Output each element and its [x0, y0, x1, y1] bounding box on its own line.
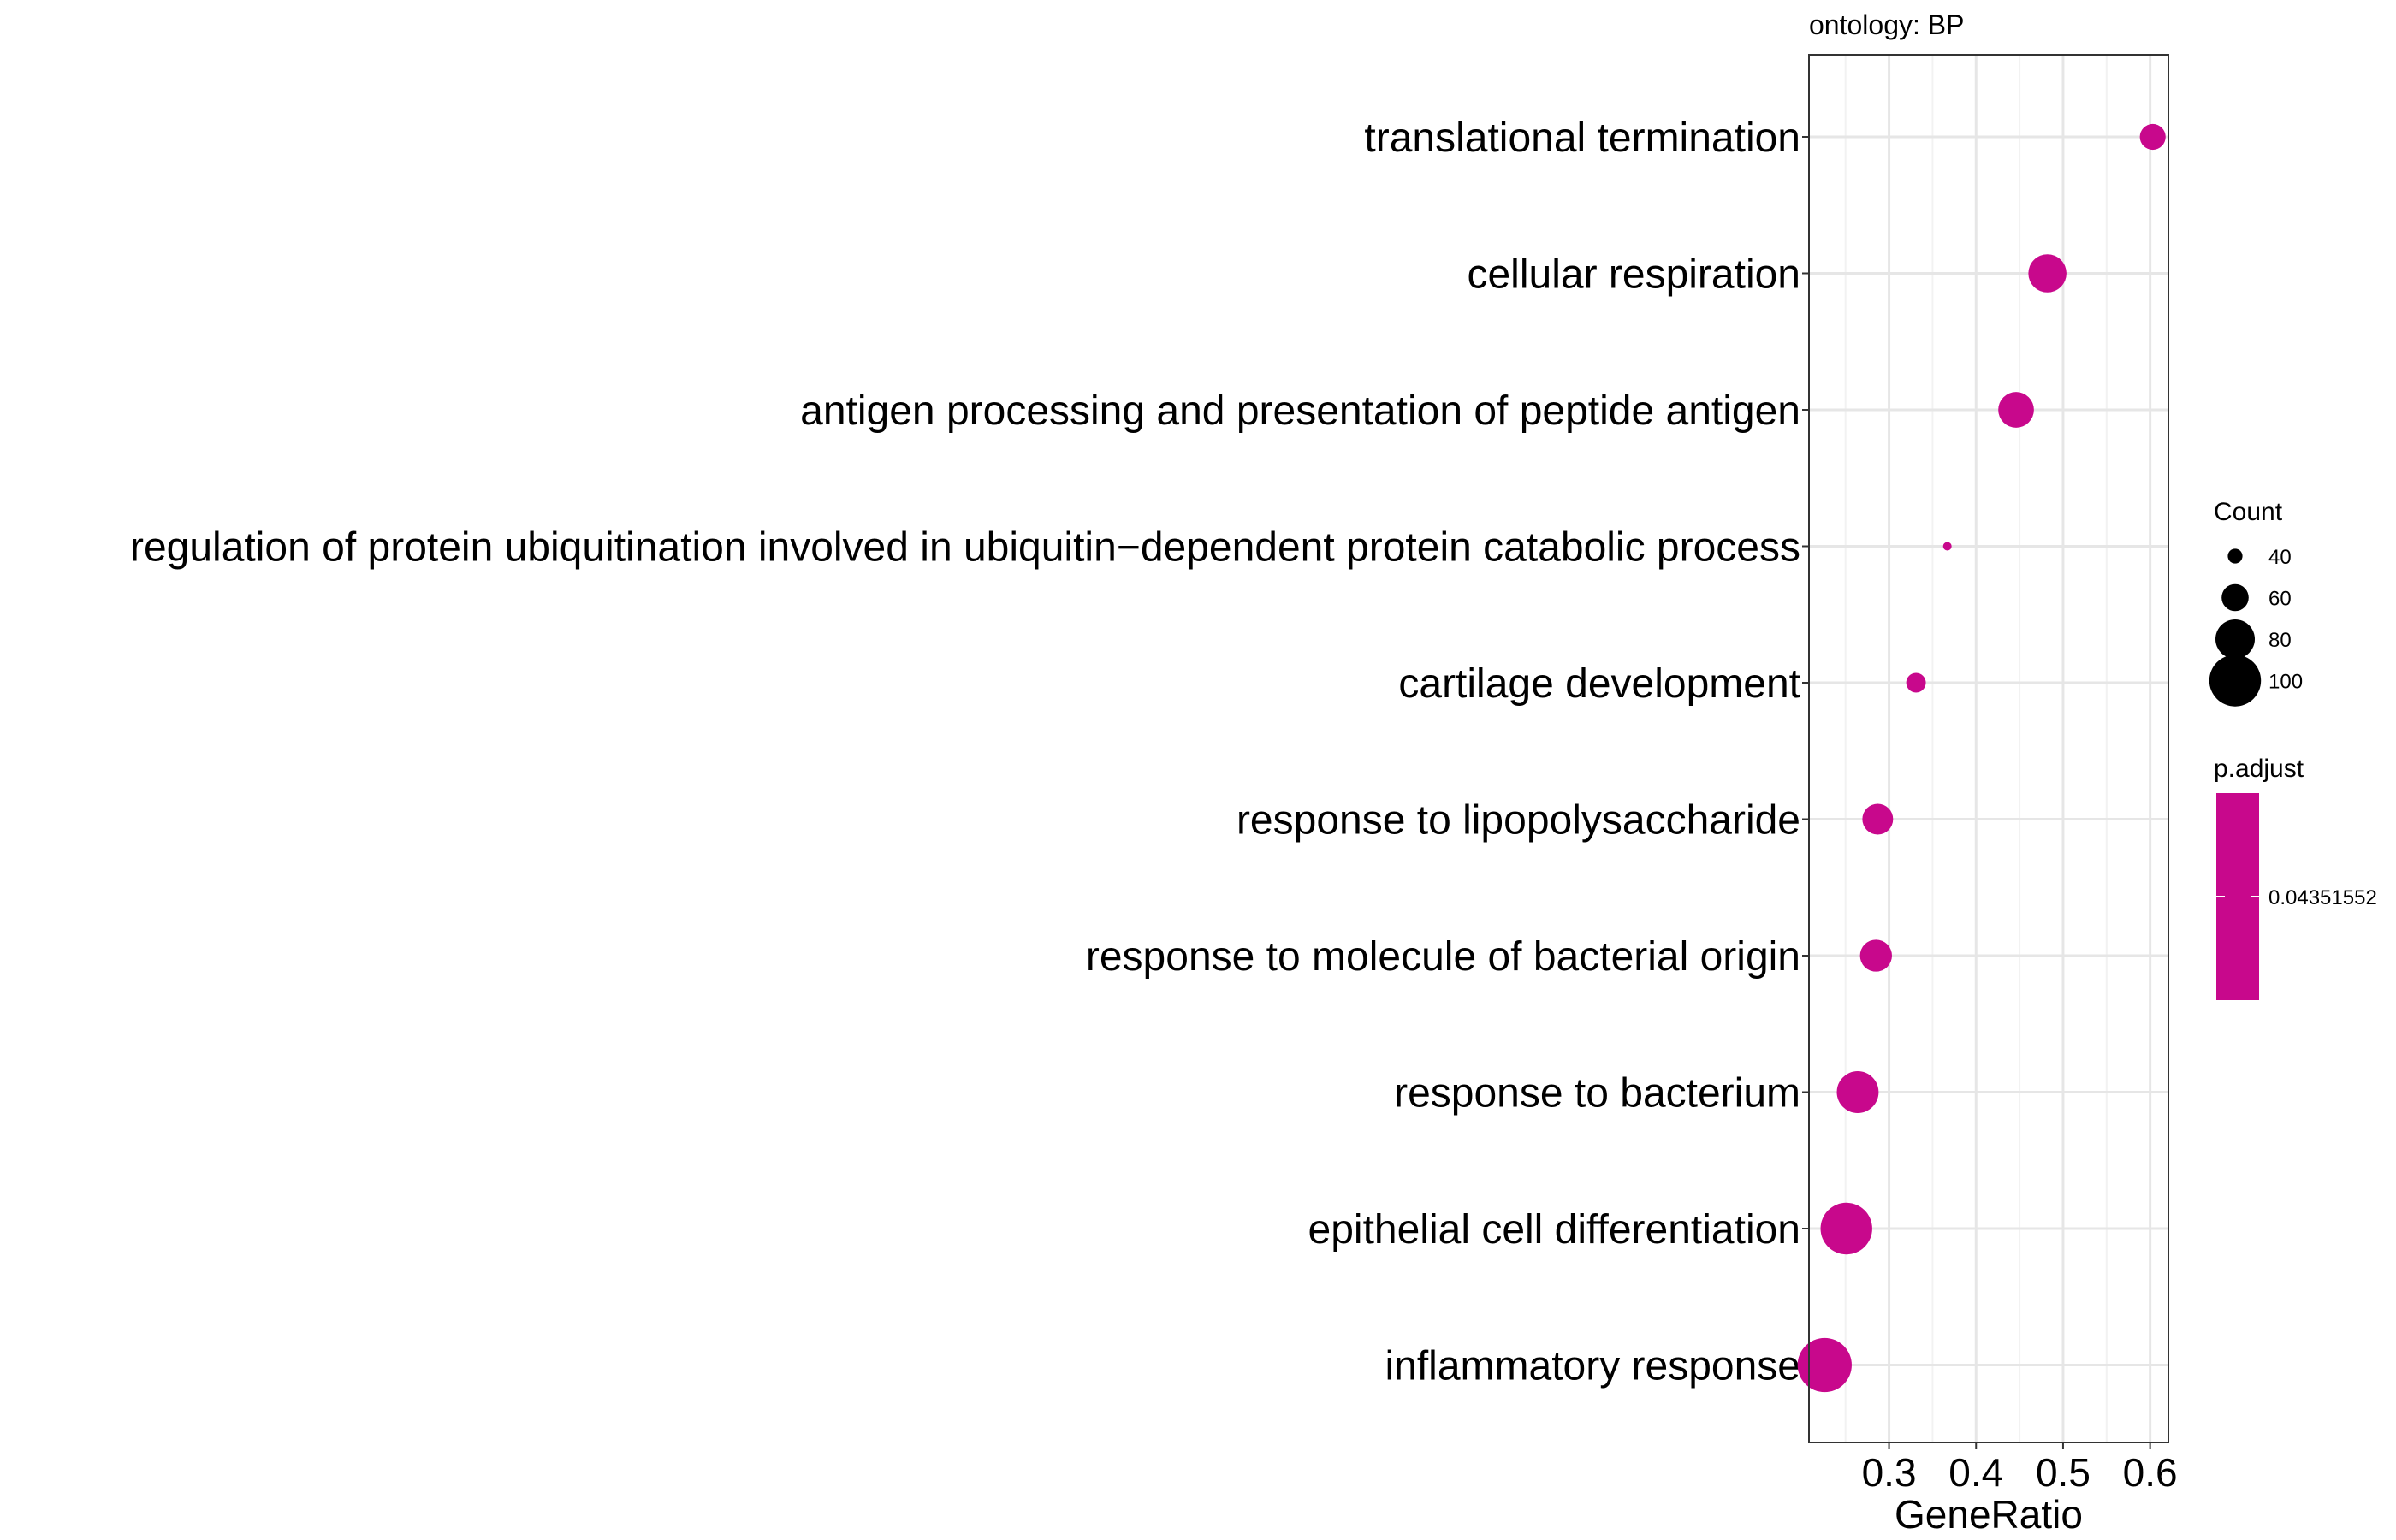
size-legend-label-2: 80 [2268, 629, 2292, 652]
data-point-0 [2139, 123, 2166, 151]
y-tick-label-8: epithelial cell differentiation [1308, 1207, 1800, 1253]
x-tick-label-3: 0.6 [2123, 1450, 2178, 1495]
size-legend-key-0 [2227, 548, 2243, 564]
data-point-7 [1836, 1071, 1879, 1113]
y-tick-label-1: cellular respiration [1467, 252, 1800, 298]
plot-grid [1809, 55, 2168, 1442]
x-tick-label-0: 0.3 [1862, 1450, 1917, 1495]
data-point-6 [1859, 939, 1892, 972]
data-point-9 [1797, 1337, 1852, 1393]
y-axis-labels: translational termination cellular respir… [130, 116, 1809, 1389]
size-legend-label-1: 60 [2268, 588, 2292, 611]
data-point-8 [1820, 1202, 1872, 1255]
y-tick-label-5: response to lipopolysaccharide [1237, 798, 1800, 844]
color-legend-tick-label: 0.04351552 [2268, 886, 2377, 909]
size-legend-label-0: 40 [2268, 546, 2292, 569]
x-tick-label-2: 0.5 [2036, 1450, 2091, 1495]
y-tick-label-7: response to bacterium [1394, 1071, 1800, 1116]
data-point-2 [1998, 392, 2034, 428]
plot-panel-border [1808, 54, 2169, 1443]
y-tick-label-4: cartilage development [1398, 661, 1800, 707]
color-legend-title: p.adjust [2214, 755, 2304, 783]
y-tick-label-2: antigen processing and presentation of p… [800, 388, 1800, 434]
x-tick-label-1: 0.4 [1948, 1450, 2003, 1495]
data-point-3 [1942, 542, 1952, 551]
x-axis-ticks: 0.3 0.4 0.5 0.6 [1862, 1442, 2178, 1495]
facet-label: ontology: BP [1809, 9, 1964, 40]
y-tick-label-9: inflammatory response [1385, 1344, 1800, 1389]
x-axis-title: GeneRatio [1895, 1492, 2083, 1537]
size-legend-key-2 [2215, 619, 2255, 659]
y-tick-label-3: regulation of protein ubiquitination inv… [130, 525, 1800, 571]
size-legend-key-1 [2221, 583, 2249, 612]
y-tick-label-6: response to molecule of bacterial origin [1086, 934, 1800, 980]
size-legend-title: Count [2214, 498, 2283, 526]
size-legend: Count 40 60 80 100 [2209, 498, 2303, 707]
color-legend: p.adjust 0.04351552 [2214, 755, 2377, 1000]
data-points [1797, 123, 2166, 1393]
y-tick-label-0: translational termination [1364, 116, 1800, 161]
data-point-4 [1906, 672, 1926, 693]
data-point-1 [2028, 254, 2067, 293]
size-legend-label-3: 100 [2268, 671, 2303, 694]
plot-panel-bg [1809, 55, 2168, 1442]
data-point-5 [1862, 803, 1894, 835]
size-legend-key-3 [2209, 654, 2262, 707]
